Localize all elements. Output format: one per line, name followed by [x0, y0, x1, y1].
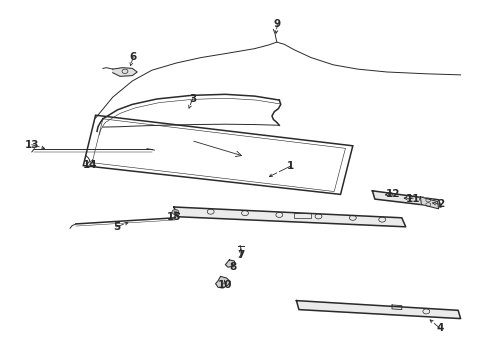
- Circle shape: [172, 210, 179, 215]
- Text: 6: 6: [130, 52, 137, 62]
- Text: 8: 8: [230, 262, 237, 272]
- Polygon shape: [225, 260, 235, 267]
- Polygon shape: [174, 207, 406, 227]
- Polygon shape: [372, 191, 441, 207]
- Polygon shape: [216, 276, 230, 288]
- Text: 7: 7: [237, 250, 245, 260]
- Text: 9: 9: [274, 19, 281, 30]
- Bar: [294, 213, 311, 218]
- Text: 11: 11: [406, 194, 420, 204]
- Polygon shape: [420, 197, 439, 209]
- Text: 13: 13: [24, 140, 39, 150]
- Text: 3: 3: [189, 94, 196, 104]
- Text: 4: 4: [436, 323, 444, 333]
- Text: 15: 15: [167, 212, 181, 222]
- Text: 12: 12: [386, 189, 401, 199]
- Text: 14: 14: [82, 159, 97, 170]
- Polygon shape: [113, 68, 137, 76]
- Text: 5: 5: [113, 222, 120, 232]
- Text: 10: 10: [218, 280, 233, 290]
- Text: 2: 2: [438, 199, 444, 210]
- Text: 1: 1: [287, 161, 294, 171]
- Polygon shape: [296, 301, 461, 319]
